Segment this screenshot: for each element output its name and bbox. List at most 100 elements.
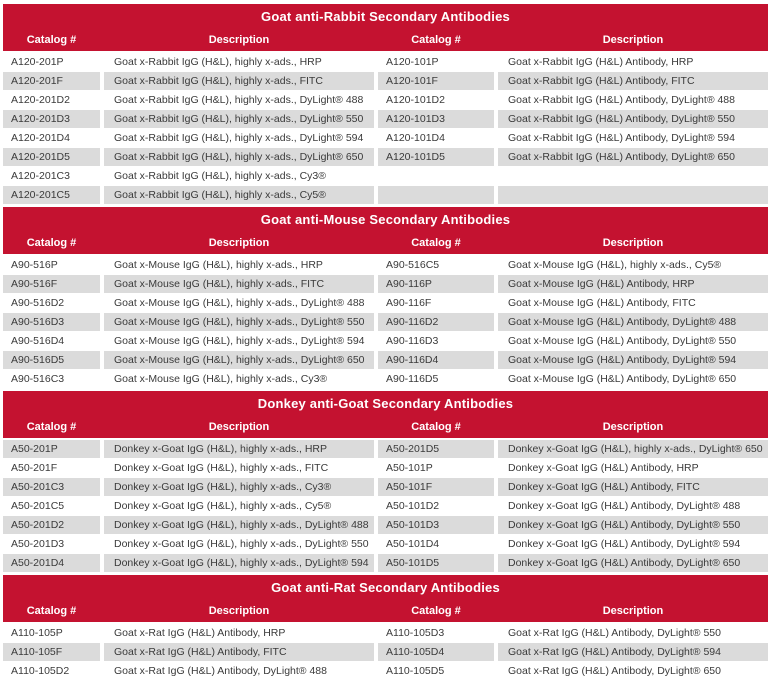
description-cell: Goat x-Mouse IgG (H&L), highly x-ads., F… [104,275,374,294]
section-head: Goat anti-Rat Secondary Antibodies Catal… [3,575,768,622]
table-row: A120-201D2 Goat x-Rabbit IgG (H&L), highl… [3,91,768,110]
catalog-cell: A90-516D2 [3,294,100,313]
description-cell: Donkey x-Goat IgG (H&L) Antibody, DyLigh… [498,554,768,573]
catalog-cell: A90-116D3 [378,332,494,351]
description-cell: Goat x-Rat IgG (H&L) Antibody, DyLight® … [498,643,768,662]
description-cell: Goat x-Rat IgG (H&L) Antibody, DyLight® … [498,624,768,643]
catalog-cell: A90-516D3 [3,313,100,332]
table-row: A50-201D4 Donkey x-Goat IgG (H&L), highly… [3,554,768,573]
description-cell: Goat x-Rat IgG (H&L) Antibody, DyLight® … [104,662,374,681]
description-cell: Goat x-Rat IgG (H&L) Antibody, HRP [104,624,374,643]
table-row: A50-201P Donkey x-Goat IgG (H&L), highly … [3,440,768,459]
section-body: A120-201P Goat x-Rabbit IgG (H&L), highly… [3,53,768,205]
catalog-cell: A90-116D2 [378,313,494,332]
table-row: A90-516F Goat x-Mouse IgG (H&L), highly x… [3,275,768,294]
catalog-cell: A90-516F [3,275,100,294]
description-cell: Donkey x-Goat IgG (H&L), highly x-ads., … [104,516,374,535]
description-cell: Goat x-Rat IgG (H&L) Antibody, DyLight® … [498,662,768,681]
description-cell: Donkey x-Goat IgG (H&L) Antibody, DyLigh… [498,535,768,554]
table-row: A50-201D2 Donkey x-Goat IgG (H&L), highly… [3,516,768,535]
catalog-table: Goat anti-Rabbit Secondary Antibodies Ca… [3,4,768,681]
description-cell: Goat x-Mouse IgG (H&L) Antibody, FITC [498,294,768,313]
catalog-cell: A90-116D5 [378,370,494,389]
description-cell: Goat x-Rabbit IgG (H&L), highly x-ads., … [104,186,374,205]
table-row: A110-105P Goat x-Rat IgG (H&L) Antibody, … [3,624,768,643]
column-header-catalog: Catalog # [26,605,77,617]
catalog-cell: A120-101P [378,53,494,72]
catalog-cell: A110-105D4 [378,643,494,662]
column-header-catalog: Catalog # [411,605,461,617]
table-row: A50-201F Donkey x-Goat IgG (H&L), highly … [3,459,768,478]
table-row: A120-201D5 Goat x-Rabbit IgG (H&L), highl… [3,148,768,167]
description-cell: Goat x-Rabbit IgG (H&L), highly x-ads., … [104,148,374,167]
catalog-cell: A50-201C3 [3,478,100,497]
catalog-cell: A110-105D2 [3,662,100,681]
catalog-cell: A50-101D5 [378,554,494,573]
catalog-cell: A50-101D4 [378,535,494,554]
catalog-cell: A120-201C3 [3,167,100,186]
table-row: A120-201C5 Goat x-Rabbit IgG (H&L), highl… [3,186,768,205]
catalog-cell [378,186,494,205]
section-body: A90-516P Goat x-Mouse IgG (H&L), highly x… [3,256,768,389]
catalog-cell: A50-201D2 [3,516,100,535]
description-cell: Donkey x-Goat IgG (H&L), highly x-ads., … [104,459,374,478]
column-header-catalog: Catalog # [26,34,77,46]
table-row: A50-201D3 Donkey x-Goat IgG (H&L), highly… [3,535,768,554]
description-cell: Goat x-Mouse IgG (H&L), highly x-ads., C… [498,256,768,275]
section-body: A110-105P Goat x-Rat IgG (H&L) Antibody, … [3,624,768,681]
catalog-cell: A120-201D2 [3,91,100,110]
description-cell: Goat x-Rabbit IgG (H&L) Antibody, DyLigh… [498,148,768,167]
section-title: Goat anti-Rat Secondary Antibodies [271,580,500,595]
section-header-row: Catalog # Description Catalog # Description [3,600,768,622]
column-header-catalog: Catalog # [26,237,77,249]
description-cell: Donkey x-Goat IgG (H&L) Antibody, FITC [498,478,768,497]
catalog-cell: A120-101D2 [378,91,494,110]
description-cell: Goat x-Mouse IgG (H&L), highly x-ads., D… [104,294,374,313]
section-header-row: Catalog # Description Catalog # Description [3,232,768,254]
description-cell: Goat x-Mouse IgG (H&L), highly x-ads., C… [104,370,374,389]
table-row: A90-516P Goat x-Mouse IgG (H&L), highly x… [3,256,768,275]
catalog-cell: A50-201D5 [378,440,494,459]
table-row: A50-201C3 Donkey x-Goat IgG (H&L), highly… [3,478,768,497]
table-row: A110-105F Goat x-Rat IgG (H&L) Antibody, … [3,643,768,662]
catalog-cell: A120-101D5 [378,148,494,167]
catalog-cell: A50-201D3 [3,535,100,554]
catalog-section: Goat anti-Rabbit Secondary Antibodies Ca… [3,4,768,205]
catalog-cell: A50-101D3 [378,516,494,535]
catalog-cell: A120-201D3 [3,110,100,129]
description-cell: Donkey x-Goat IgG (H&L), highly x-ads., … [104,554,374,573]
description-cell: Goat x-Rabbit IgG (H&L) Antibody, DyLigh… [498,110,768,129]
catalog-cell: A110-105F [3,643,100,662]
description-cell: Goat x-Rabbit IgG (H&L), highly x-ads., … [104,91,374,110]
column-header-description: Description [208,237,270,249]
catalog-cell: A120-101D3 [378,110,494,129]
description-cell [498,186,768,205]
catalog-cell: A120-201C5 [3,186,100,205]
table-row: A90-516C3 Goat x-Mouse IgG (H&L), highly … [3,370,768,389]
description-cell: Goat x-Rabbit IgG (H&L) Antibody, DyLigh… [498,91,768,110]
description-cell: Donkey x-Goat IgG (H&L), highly x-ads., … [498,440,768,459]
catalog-cell: A50-201C5 [3,497,100,516]
table-row: A120-201P Goat x-Rabbit IgG (H&L), highly… [3,53,768,72]
description-cell: Donkey x-Goat IgG (H&L) Antibody, HRP [498,459,768,478]
description-cell: Goat x-Mouse IgG (H&L) Antibody, DyLight… [498,313,768,332]
table-row: A90-516D3 Goat x-Mouse IgG (H&L), highly … [3,313,768,332]
catalog-cell: A120-101F [378,72,494,91]
description-cell: Goat x-Rat IgG (H&L) Antibody, FITC [104,643,374,662]
catalog-cell [378,167,494,186]
column-header-catalog: Catalog # [26,421,77,433]
description-cell: Goat x-Mouse IgG (H&L) Antibody, DyLight… [498,332,768,351]
catalog-cell: A50-101D2 [378,497,494,516]
catalog-cell: A90-116F [378,294,494,313]
section-title: Goat anti-Mouse Secondary Antibodies [260,212,511,227]
catalog-cell: A120-201P [3,53,100,72]
description-cell [498,167,768,186]
section-head: Donkey anti-Goat Secondary Antibodies Ca… [3,391,768,438]
section-title: Donkey anti-Goat Secondary Antibodies [257,396,514,411]
catalog-cell: A120-101D4 [378,129,494,148]
catalog-cell: A110-105D3 [378,624,494,643]
catalog-cell: A120-201D4 [3,129,100,148]
catalog-cell: A50-201F [3,459,100,478]
column-header-description: Description [602,421,664,433]
